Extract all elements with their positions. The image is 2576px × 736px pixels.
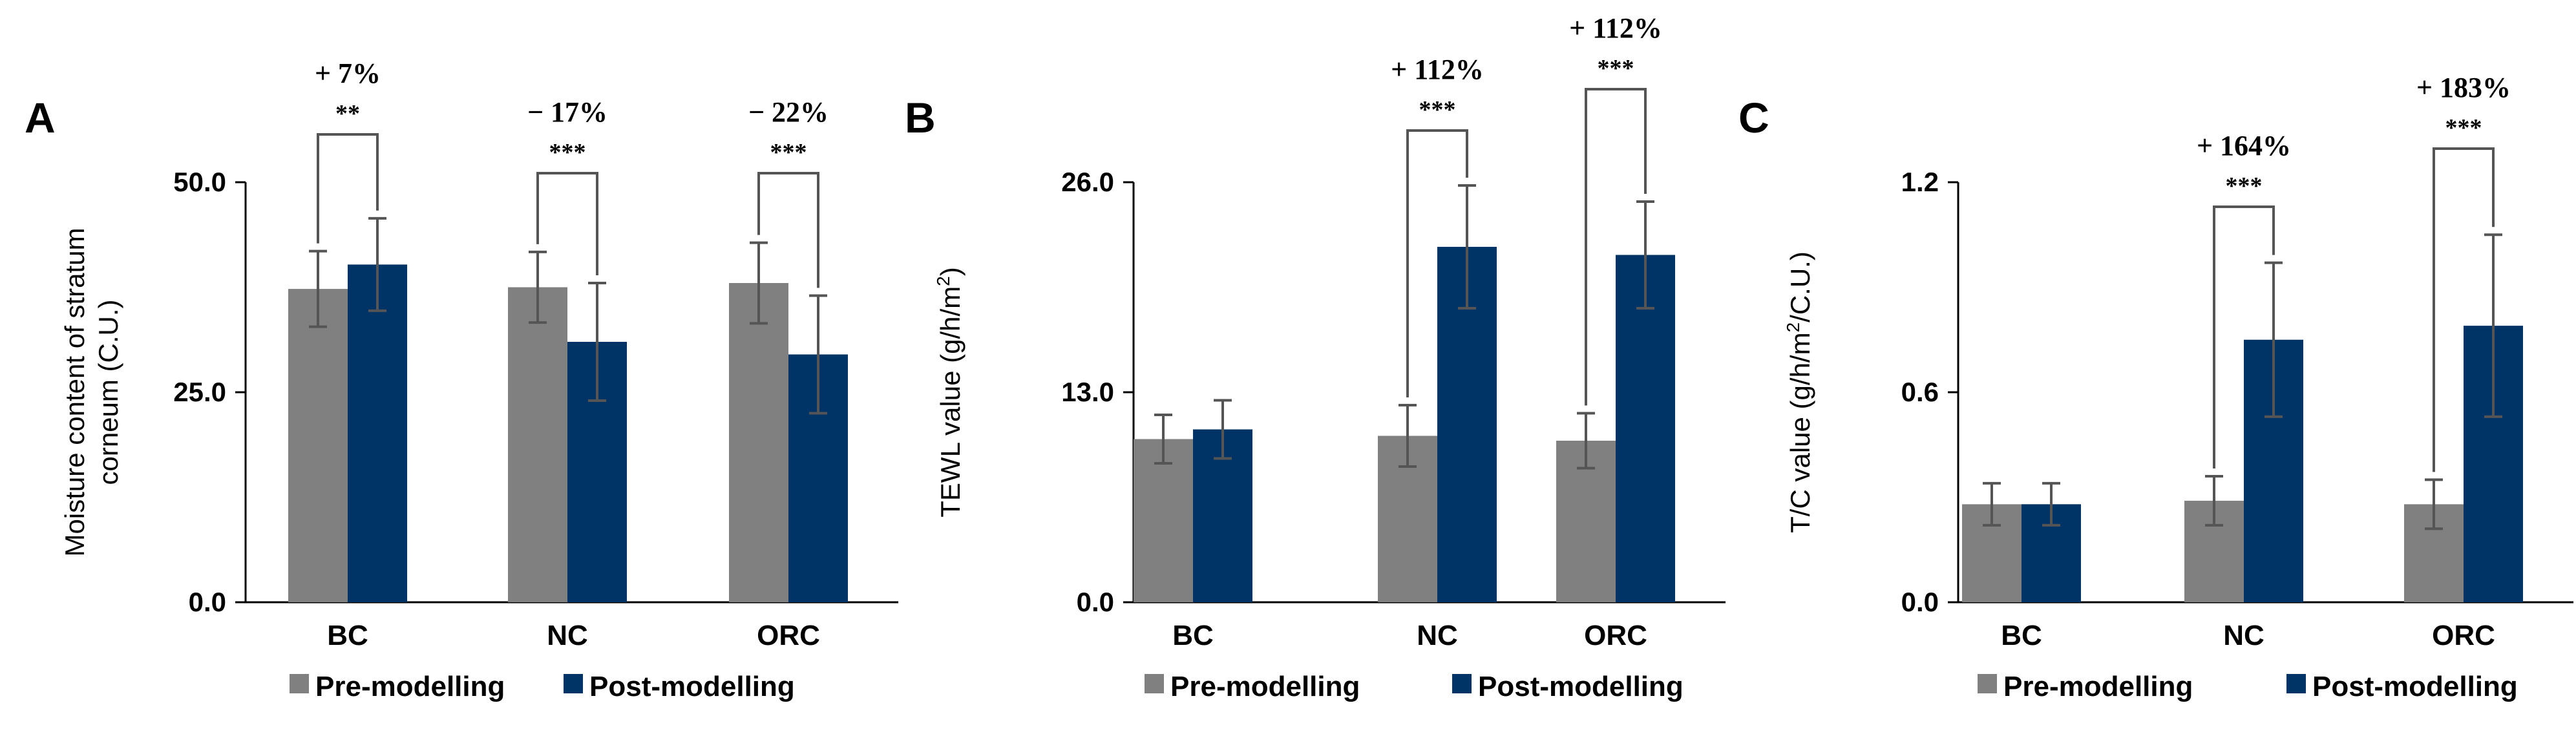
y-axis-label-text: T/C value (g/h/m <box>1785 332 1815 532</box>
significance-stars: *** <box>1419 96 1456 123</box>
y-axis-label-superscript: 2 <box>933 276 953 286</box>
y-tick-label: 0.6 <box>1901 377 1939 407</box>
y-axis-label-tail: ) <box>935 267 966 276</box>
category-label: ORC <box>757 620 820 651</box>
pre-bar-bc <box>288 289 348 602</box>
category-label: ORC <box>1584 620 1647 651</box>
legend-label-post: Post-modelling <box>1478 671 1684 702</box>
significance-bracket <box>317 133 379 244</box>
significance-bracket <box>536 172 598 275</box>
significance-stars: *** <box>770 139 807 166</box>
percent-change-label: + 112% <box>1391 54 1484 85</box>
category-label: NC <box>2223 620 2265 651</box>
significance-stars: *** <box>549 139 586 166</box>
legend-label-post: Post-modelling <box>589 671 795 702</box>
y-axis-label-superscript: 2 <box>1783 322 1803 333</box>
pre-bar-nc <box>508 287 567 602</box>
y-axis-label-text: TEWL value (g/h/m <box>935 286 966 518</box>
y-axis-label: corneum (C.U.) <box>93 299 123 485</box>
legend-label-pre: Pre-modelling <box>315 671 505 702</box>
post-bar-orc <box>1616 255 1675 602</box>
percent-change-label: − 22% <box>748 96 829 128</box>
significance-bracket <box>757 172 819 288</box>
post-bar-bc <box>348 264 407 602</box>
percent-change-label: + 112% <box>1569 12 1662 44</box>
y-axis-label: Moisture content of stratum <box>59 228 90 557</box>
legend-label-pre: Pre-modelling <box>2003 671 2193 702</box>
category-label: BC <box>2001 620 2042 651</box>
y-tick-label: 1.2 <box>1901 167 1939 197</box>
significance-bracket <box>1585 88 1647 406</box>
legend-swatch-pre <box>1145 674 1164 693</box>
significance-bracket <box>1406 129 1468 397</box>
y-tick-label: 50.0 <box>173 167 226 197</box>
significance-stars: ** <box>335 100 360 127</box>
y-tick-label: 26.0 <box>1061 167 1114 197</box>
panel-a: A 0.0 25.0 50.0 Moisture content of stratum c… <box>25 58 898 702</box>
category-label: NC <box>1417 620 1458 651</box>
legend-label-post: Post-modelling <box>2312 671 2518 702</box>
y-tick-label: 13.0 <box>1061 377 1114 407</box>
percent-change-label: − 17% <box>527 96 607 128</box>
y-axis-label-text: corneum (C.U.) <box>93 299 123 485</box>
legend-swatch-pre <box>290 674 309 693</box>
significance-stars: *** <box>1598 55 1634 82</box>
panel-b: B 0.0 13.0 26.0 TEWL value (g/h/m2) BC NC + 112… <box>905 12 1726 702</box>
y-axis-label: TEWL value (g/h/m2) <box>933 267 966 517</box>
y-tick-label: 0.0 <box>1077 587 1114 617</box>
significance-bracket <box>2213 205 2275 468</box>
legend-label-pre: Pre-modelling <box>1170 671 1360 702</box>
category-label: BC <box>1172 620 1214 651</box>
percent-change-label: + 7% <box>315 58 381 89</box>
category-label: ORC <box>2432 620 2495 651</box>
category-label: BC <box>327 620 368 651</box>
y-axis-label-tail: /C.U.) <box>1785 251 1815 322</box>
significance-stars: *** <box>2445 114 2482 142</box>
panel-letter: B <box>905 94 936 142</box>
panel-c: C 0.0 0.6 1.2 T/C value (g/h/m2/C.U.) BC NC + 1… <box>1738 72 2573 702</box>
pre-bar-bc <box>1134 439 1193 602</box>
significance-stars: *** <box>2226 173 2263 200</box>
percent-change-label: + 164% <box>2197 130 2291 162</box>
legend-swatch-post <box>1452 674 1472 693</box>
y-tick-label: 0.0 <box>189 587 226 617</box>
panel-letter: C <box>1738 94 1769 142</box>
percent-change-label: + 183% <box>2416 72 2511 103</box>
panel-letter: A <box>25 94 56 142</box>
y-tick-label: 0.0 <box>1901 587 1939 617</box>
y-tick-label: 25.0 <box>173 377 226 407</box>
legend-swatch-post <box>564 674 583 693</box>
legend-swatch-post <box>2286 674 2306 693</box>
y-axis-label: T/C value (g/h/m2/C.U.) <box>1783 251 1815 533</box>
y-axis-label-text: Moisture content of stratum <box>59 228 90 557</box>
legend-swatch-pre <box>1978 674 1997 693</box>
pre-bar-orc <box>729 283 788 602</box>
category-label: NC <box>547 620 588 651</box>
significance-bracket <box>2433 147 2495 472</box>
